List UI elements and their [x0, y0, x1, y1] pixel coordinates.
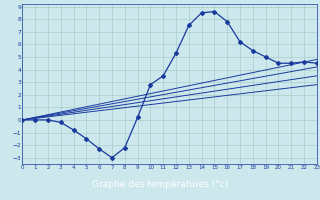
Text: Graphe des températures (°c): Graphe des températures (°c): [92, 179, 228, 189]
